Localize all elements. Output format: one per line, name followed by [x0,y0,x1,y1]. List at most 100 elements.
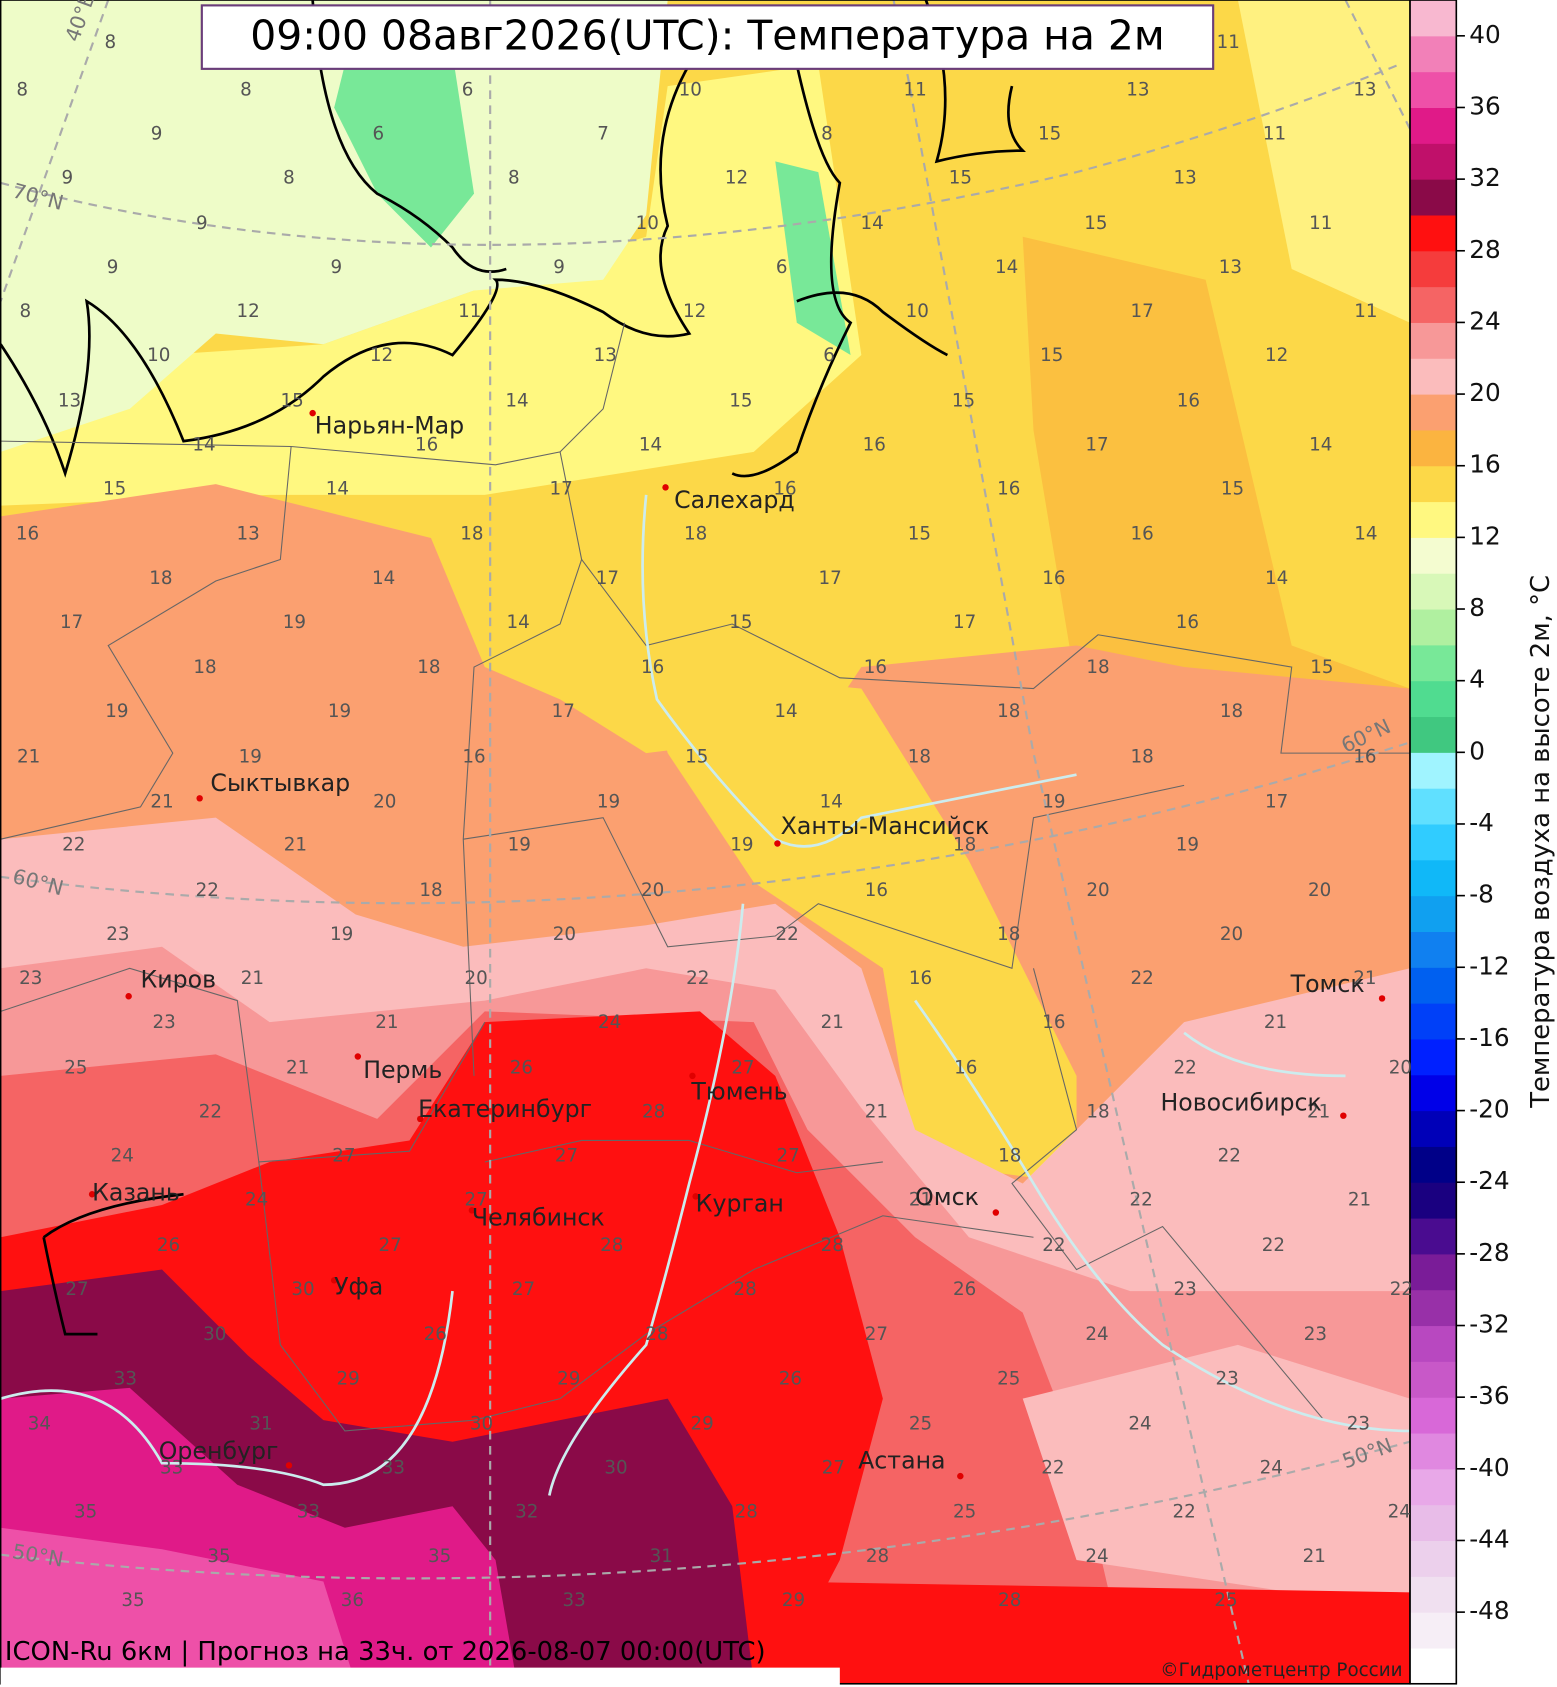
colorbar-tick-label: -20 [1469,1095,1509,1124]
colorbar-band [1410,501,1457,538]
grid-temperature-label: 14 [1265,568,1288,589]
grid-temperature-label: 32 [515,1502,538,1523]
grid-temperature-label: 17 [819,568,842,589]
grid-temperature-label: 23 [19,968,42,989]
grid-temperature-label: 21 [375,1012,398,1033]
grid-temperature-label: 31 [650,1546,673,1567]
grid-temperature-label: 22 [775,924,798,945]
grid-temperature-label: 16 [1177,390,1200,411]
colorbar-tick-label: 0 [1469,736,1485,765]
grid-temperature-label: 14 [860,213,883,234]
city-dot [285,1462,293,1469]
colorbar-tick-label: 20 [1469,378,1500,407]
colorbar-band [1410,71,1457,109]
grid-temperature-label: 14 [639,434,662,455]
city-name: Екатеринбург [418,1095,592,1123]
grid-temperature-label: 15 [952,390,975,411]
city-name: Челябинск [472,1203,605,1231]
grid-temperature-label: 33 [382,1458,405,1479]
grid-temperature-label: 12 [683,301,706,322]
grid-temperature-label: 24 [1085,1546,1108,1567]
colorbar-band [1410,1612,1457,1649]
colorbar-band [1410,823,1457,861]
grid-temperature-label: 8 [240,79,252,100]
colorbar-band [1410,179,1457,216]
grid-temperature-label: 13 [594,345,617,366]
grid-temperature-label: 14 [774,701,797,722]
grid-temperature-label: 29 [782,1590,805,1611]
grid-temperature-label: 10 [679,79,702,100]
city-name: Ханты-Мансийск [781,812,990,840]
city-dot [196,795,203,802]
grid-temperature-label: 20 [1086,880,1109,901]
grid-temperature-label: 19 [597,792,620,813]
grid-temperature-label: 14 [995,257,1018,278]
grid-temperature-label: 11 [458,301,481,322]
colorbar-tick-label: 4 [1469,665,1485,694]
grid-temperature-label: 13 [1353,79,1376,100]
grid-temperature-label: 15 [281,390,304,411]
colorbar-band [1410,465,1457,503]
grid-temperature-label: 21 [1303,1546,1326,1567]
grid-temperature-label: 13 [1126,79,1149,100]
grid-temperature-label: 14 [326,479,349,500]
grid-temperature-label: 26 [953,1279,976,1300]
footer-box [0,1667,840,1687]
grid-temperature-label: 33 [562,1590,585,1611]
grid-temperature-label: 16 [865,880,888,901]
grid-temperature-label: 22 [196,880,219,901]
grid-temperature-label: 20 [465,968,488,989]
grid-temperature-label: 16 [1131,524,1154,545]
grid-temperature-label: 19 [508,835,531,856]
grid-temperature-label: 31 [249,1413,272,1434]
grid-temperature-label: 18 [997,701,1020,722]
grid-temperature-label: 18 [1220,701,1243,722]
colorbar-tick-label: -44 [1469,1524,1509,1553]
colorbar-band [1410,214,1457,252]
grid-temperature-label: 18 [460,524,483,545]
grid-temperature-label: 22 [1390,1279,1413,1300]
colorbar-band [1410,644,1457,682]
grid-temperature-label: 20 [553,924,576,945]
grid-temperature-label: 22 [1172,1502,1195,1523]
grid-temperature-label: 15 [1221,479,1244,500]
grid-temperature-label: 16 [1042,1012,1065,1033]
temperature-field [0,0,1411,1684]
colorbar-band [1410,1325,1457,1362]
colorbar-band [1410,859,1457,897]
grid-temperature-label: 21 [1264,1012,1287,1033]
grid-temperature-label: 18 [684,524,707,545]
grid-temperature-label: 15 [1040,345,1063,366]
grid-temperature-label: 26 [510,1057,533,1078]
grid-temperature-label: 25 [909,1413,932,1434]
city-dot [1378,995,1386,1002]
city-dot [417,1115,424,1123]
grid-temperature-label: 6 [823,345,835,366]
colorbar-band [1410,250,1457,288]
grid-temperature-label: 35 [121,1590,144,1611]
city-name: Оренбург [159,1437,279,1465]
grid-temperature-label: 22 [1042,1235,1065,1256]
city-name: Уфа [334,1272,383,1300]
grid-temperature-label: 16 [1176,612,1199,633]
grid-temperature-label: 23 [1216,1368,1239,1389]
colorbar-band [1410,143,1457,180]
colorbar-band [1410,609,1457,646]
grid-temperature-label: 19 [328,701,351,722]
grid-temperature-label: 27 [777,1146,800,1167]
grid-temperature-label: 27 [378,1235,401,1256]
grid-temperature-label: 28 [735,1502,758,1523]
grid-temperature-label: 16 [415,434,438,455]
grid-temperature-label: 28 [600,1235,623,1256]
grid-temperature-label: 16 [16,524,39,545]
colorbar-band [1410,1289,1457,1327]
grid-temperature-label: 21 [1307,1101,1330,1122]
colorbar-tick-label: -16 [1469,1023,1509,1052]
grid-temperature-label: 21 [865,1101,888,1122]
grid-temperature-label: 9 [553,257,565,278]
grid-temperature-label: 27 [65,1279,88,1300]
grid-temperature-label: 11 [1217,32,1240,53]
colorbar-tick-label: -28 [1469,1238,1509,1267]
grid-temperature-label: 14 [1309,434,1332,455]
